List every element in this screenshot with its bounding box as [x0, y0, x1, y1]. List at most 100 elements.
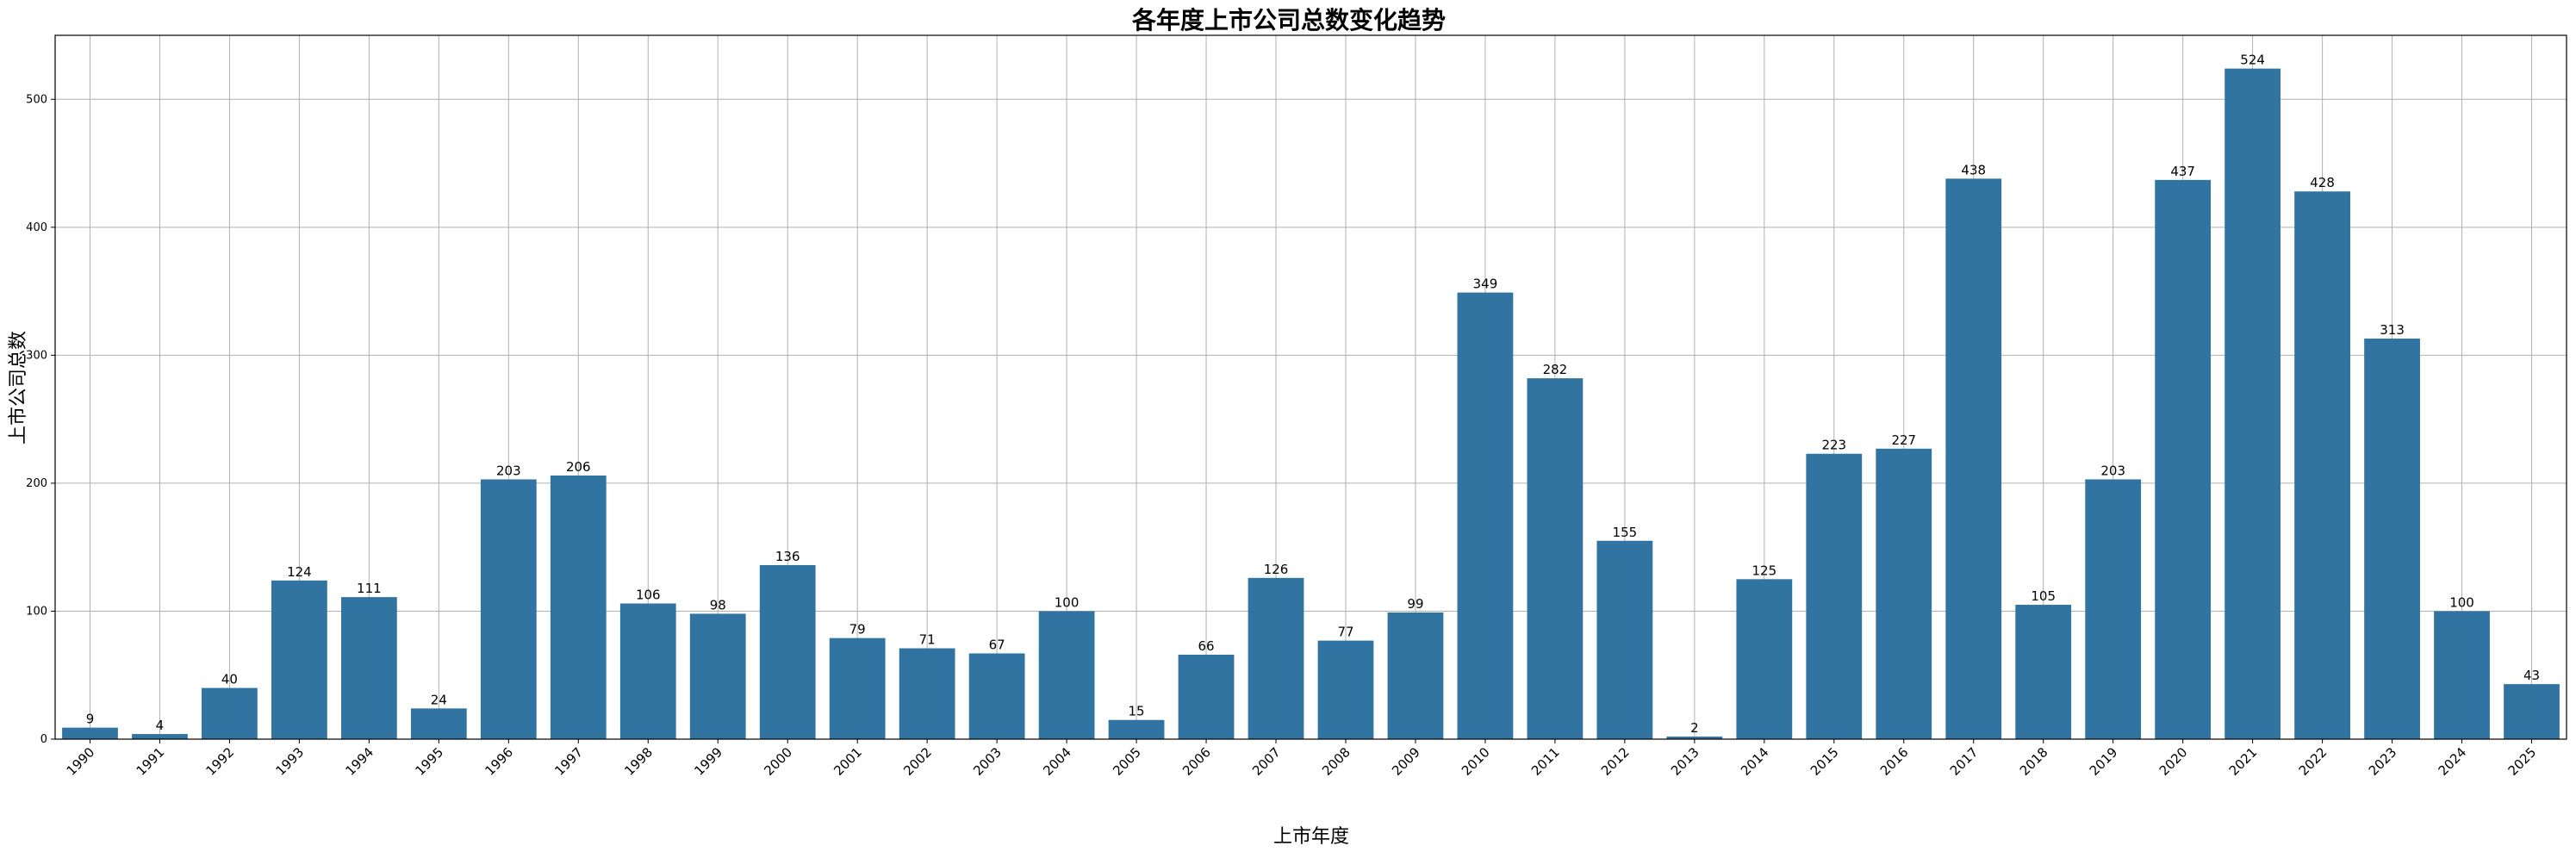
- xtick-label: 2003: [970, 744, 1005, 779]
- chart-title: 各年度上市公司总数变化趋势: [1131, 6, 1446, 34]
- bar: [2504, 684, 2560, 739]
- bar: [1387, 612, 1444, 739]
- bar: [1038, 611, 1095, 739]
- xtick-label: 2000: [761, 744, 795, 779]
- bar: [2224, 68, 2281, 739]
- bar: [132, 734, 188, 739]
- xtick-label: 2024: [2436, 744, 2470, 779]
- data-label: 111: [357, 581, 382, 596]
- bar: [2085, 479, 2142, 739]
- bar: [2155, 179, 2212, 739]
- data-label: 428: [2310, 175, 2335, 190]
- bar: [689, 613, 746, 739]
- data-label: 125: [1752, 563, 1776, 578]
- xtick-label: 2023: [2366, 744, 2400, 779]
- xtick-label: 2013: [1668, 744, 1702, 779]
- bar: [1317, 640, 1374, 739]
- xtick-label: 1992: [203, 744, 238, 779]
- data-label: 9: [86, 712, 95, 727]
- xtick-label: 2017: [1947, 744, 1982, 779]
- data-label: 124: [287, 564, 312, 580]
- bar: [2434, 611, 2490, 739]
- data-label: 126: [1264, 562, 1289, 577]
- data-label: 203: [2100, 463, 2125, 478]
- data-label: 105: [2031, 588, 2056, 604]
- data-label: 4: [156, 718, 165, 733]
- data-label: 66: [1198, 638, 1214, 654]
- bar: [340, 597, 397, 739]
- bar: [410, 708, 467, 739]
- bar: [202, 687, 258, 739]
- data-label: 71: [919, 632, 936, 648]
- ytick-label: 0: [40, 733, 47, 746]
- bar: [550, 475, 607, 739]
- xtick-label: 2010: [1459, 744, 1493, 779]
- bar: [62, 727, 118, 739]
- data-label: 437: [2170, 164, 2195, 179]
- data-label: 100: [1055, 594, 1080, 610]
- bar: [1666, 737, 1723, 739]
- bar: [1178, 654, 1235, 739]
- bar: [1596, 540, 1653, 739]
- xtick-label: 1994: [342, 744, 376, 779]
- xtick-label: 1999: [691, 744, 725, 779]
- bar: [1527, 378, 1584, 739]
- xtick-label: 2012: [1598, 744, 1633, 779]
- x-axis-label: 上市年度: [1273, 826, 1349, 848]
- xtick-label: 2015: [1808, 744, 1842, 779]
- bar: [1108, 719, 1165, 739]
- ytick-label: 200: [26, 477, 47, 490]
- data-label: 2: [1690, 720, 1699, 736]
- bar: [2015, 605, 2072, 739]
- xtick-label: 2001: [831, 744, 865, 779]
- data-label: 40: [221, 672, 238, 687]
- data-label: 100: [2449, 594, 2474, 610]
- x-axis-ticks: 1990 1991 1992 1993 1994 1995 1996 1997 1998 1999…: [64, 739, 2540, 779]
- bar: [480, 479, 537, 739]
- data-label: 98: [710, 597, 726, 613]
- xtick-label: 2009: [1389, 744, 1423, 779]
- y-axis-ticks: 0 100 200 300 400 500: [26, 93, 55, 746]
- xtick-label: 2016: [1877, 744, 1912, 779]
- plot-frame: [54, 34, 2567, 740]
- bar: [2294, 191, 2350, 739]
- data-label: 227: [1891, 432, 1916, 448]
- xtick-label: 2018: [2017, 744, 2051, 779]
- xtick-label: 1990: [64, 744, 98, 779]
- data-label: 136: [775, 549, 800, 564]
- bar: [829, 637, 886, 739]
- data-label: 313: [2380, 322, 2405, 338]
- xtick-label: 2007: [1249, 744, 1284, 779]
- xtick-label: 2008: [1319, 744, 1353, 779]
- xtick-label: 2025: [2505, 744, 2540, 779]
- ytick-label: 100: [26, 605, 47, 618]
- xtick-label: 1995: [412, 744, 446, 779]
- data-label: 349: [1473, 277, 1498, 292]
- xtick-label: 2006: [1179, 744, 1214, 779]
- data-label: 24: [431, 692, 447, 707]
- bar: [271, 580, 327, 739]
- xtick-label: 1998: [621, 744, 656, 779]
- data-label: 43: [2523, 668, 2540, 683]
- data-label: 524: [2240, 53, 2265, 68]
- data-label: 15: [1129, 704, 1145, 719]
- xtick-label: 2019: [2087, 744, 2121, 779]
- data-label: 203: [496, 463, 521, 478]
- bar: [759, 564, 816, 739]
- ytick-label: 300: [26, 349, 47, 362]
- xtick-label: 2022: [2296, 744, 2330, 779]
- xtick-label: 2004: [1040, 744, 1074, 779]
- bar: [1457, 292, 1514, 739]
- bar: [619, 603, 676, 739]
- xtick-label: 2011: [1528, 744, 1563, 779]
- bar: [1876, 448, 1932, 739]
- data-label: 77: [1337, 625, 1353, 640]
- bars: [62, 68, 2560, 739]
- xtick-label: 2002: [900, 744, 935, 779]
- data-label: 67: [989, 637, 1005, 652]
- data-label: 223: [1821, 438, 1846, 453]
- bar: [2364, 339, 2420, 739]
- data-label: 155: [1613, 525, 1638, 540]
- xtick-label: 2014: [1738, 744, 1772, 779]
- bar: [1806, 453, 1863, 739]
